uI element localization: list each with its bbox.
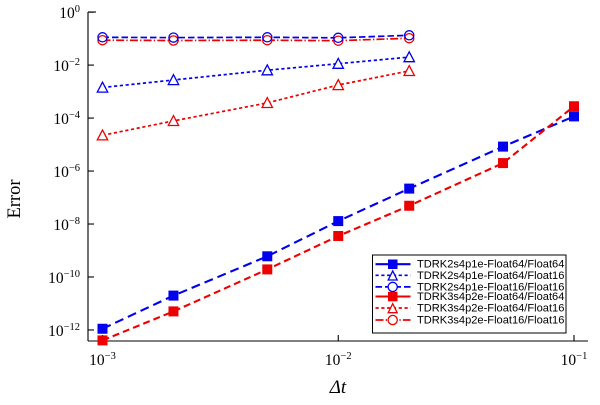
svg-text:TDRK2s4p1e-Float64/Float16: TDRK2s4p1e-Float64/Float16: [417, 270, 564, 282]
svg-text:TDRK3s4p2e-Float64/Float16: TDRK3s4p2e-Float64/Float16: [417, 303, 564, 315]
svg-text:TDRK2s4p1e-Float64/Float64: TDRK2s4p1e-Float64/Float64: [417, 259, 564, 271]
svg-text:TDRK3s4p2e-Float64/Float64: TDRK3s4p2e-Float64/Float64: [417, 291, 564, 303]
svg-text:TDRK3s4p2e-Float16/Float16: TDRK3s4p2e-Float16/Float16: [417, 315, 564, 327]
svg-text:Δt: Δt: [329, 377, 347, 398]
svg-text:Error: Error: [5, 179, 25, 218]
